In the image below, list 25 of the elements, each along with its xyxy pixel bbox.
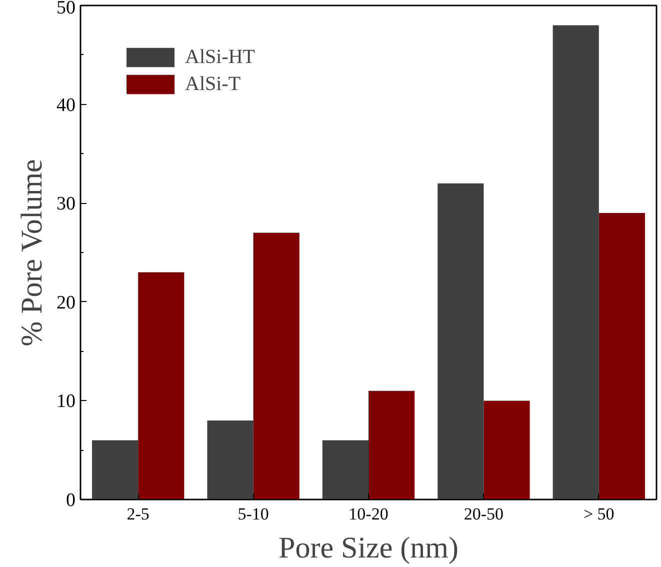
x-tick-label: > 50 — [583, 504, 614, 524]
y-tick-label: 30 — [56, 194, 76, 215]
bar — [368, 390, 415, 500]
bar — [92, 440, 138, 500]
bar — [322, 440, 368, 500]
bar — [207, 420, 254, 500]
bar — [598, 212, 645, 500]
y-tick-label: 0 — [66, 490, 76, 511]
y-tick-label: 20 — [56, 292, 76, 314]
bar — [552, 25, 599, 500]
bar — [438, 183, 484, 500]
x-tick-label: 20-50 — [464, 504, 504, 524]
y-tick-label: 40 — [56, 94, 76, 116]
y-tick-label: 50 — [56, 0, 76, 18]
legend-label: AlSi-T — [185, 72, 241, 96]
y-tick-label: 10 — [56, 391, 76, 412]
bar — [138, 272, 184, 500]
x-tick-label: 2-5 — [126, 504, 150, 524]
legend-label: AlSi-HT — [185, 46, 255, 68]
bar — [484, 400, 530, 500]
bar — [253, 232, 300, 500]
y-axis-title: % Pore Volume — [16, 159, 48, 346]
x-tick-label: 10-20 — [348, 504, 388, 524]
x-tick-label: 5-10 — [238, 504, 269, 524]
x-axis-title: Pore Size (nm) — [278, 532, 458, 564]
